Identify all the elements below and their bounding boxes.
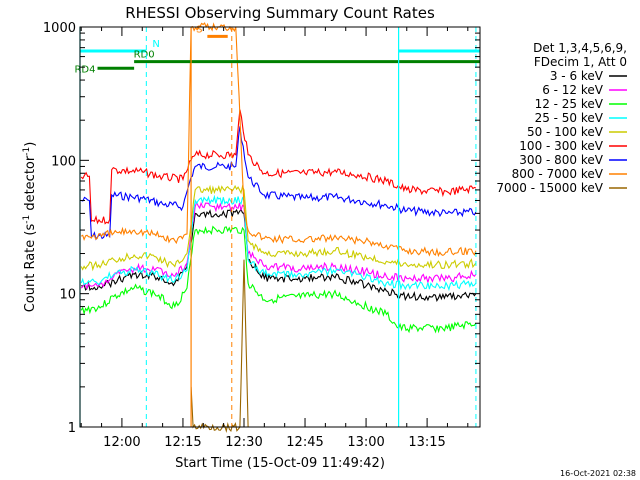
- state-bar-label: RD4: [74, 64, 95, 75]
- legend: Det 1,3,4,5,6,9, FDecim 1, Att 0 3 - 6 k…: [496, 41, 627, 195]
- x-tick-label: 12:45: [286, 435, 323, 450]
- series-layer: [80, 22, 477, 433]
- legend-label: 3 - 6 keV: [550, 69, 604, 83]
- legend-label: 100 - 300 keV: [519, 139, 603, 153]
- series-line: [190, 259, 249, 433]
- overlay-layer: N S RD0 RD4: [74, 24, 480, 427]
- legend-label: 12 - 25 keV: [535, 97, 604, 111]
- axis-layer: 12:00 12:15 12:30 12:45 13:00 13:15 1 10 100 1000: [43, 21, 480, 450]
- y-axis-label-part: detector: [23, 155, 38, 215]
- chart-title: RHESSI Observing Summary Count Rates: [125, 4, 435, 22]
- x-tick-label: 13:00: [347, 435, 384, 450]
- legend-header-line: Det 1,3,4,5,6,9,: [533, 41, 627, 55]
- x-axis-label: Start Time (15-Oct-09 11:49:42): [175, 456, 385, 471]
- legend-label: 6 - 12 keV: [542, 83, 604, 97]
- y-axis-label-exponent: -1: [22, 215, 32, 224]
- state-bar-label: S: [196, 24, 202, 35]
- y-tick-label: 1: [68, 421, 76, 436]
- series-line: [80, 225, 477, 334]
- x-tick-label: 13:15: [408, 435, 445, 450]
- y-tick-label: 100: [51, 154, 76, 169]
- y-axis-label-part: ): [23, 142, 38, 147]
- timestamp: 16-Oct-2021 02:38: [560, 469, 636, 478]
- x-tick-label: 12:00: [103, 435, 140, 450]
- series-line: [81, 126, 477, 241]
- series-line: [80, 201, 477, 291]
- series-line: [80, 109, 477, 225]
- y-axis-label-exponent: -1: [22, 147, 32, 156]
- series-line: [81, 208, 477, 302]
- y-tick-label: 1000: [43, 21, 76, 36]
- series-line: [80, 22, 477, 258]
- x-tick-label: 12:15: [164, 435, 201, 450]
- legend-label: 25 - 50 keV: [535, 111, 604, 125]
- legend-label: 800 - 7000 keV: [512, 167, 604, 181]
- state-bar-label: RD0: [134, 50, 155, 61]
- y-axis-label: Count Rate (s-1 detector-1): [22, 142, 38, 313]
- y-axis-label-part: Count Rate (s: [23, 224, 38, 313]
- x-tick-label: 12:30: [225, 435, 262, 450]
- series-line: [80, 194, 477, 292]
- legend-header-line: FDecim 1, Att 0: [534, 55, 627, 69]
- y-tick-label: 10: [59, 288, 76, 303]
- state-bar-label: N: [152, 39, 159, 50]
- legend-label: 50 - 100 keV: [527, 125, 604, 139]
- plot-frame: [79, 26, 481, 428]
- legend-label: 7000 - 15000 keV: [496, 181, 603, 195]
- legend-label: 300 - 800 keV: [519, 153, 603, 167]
